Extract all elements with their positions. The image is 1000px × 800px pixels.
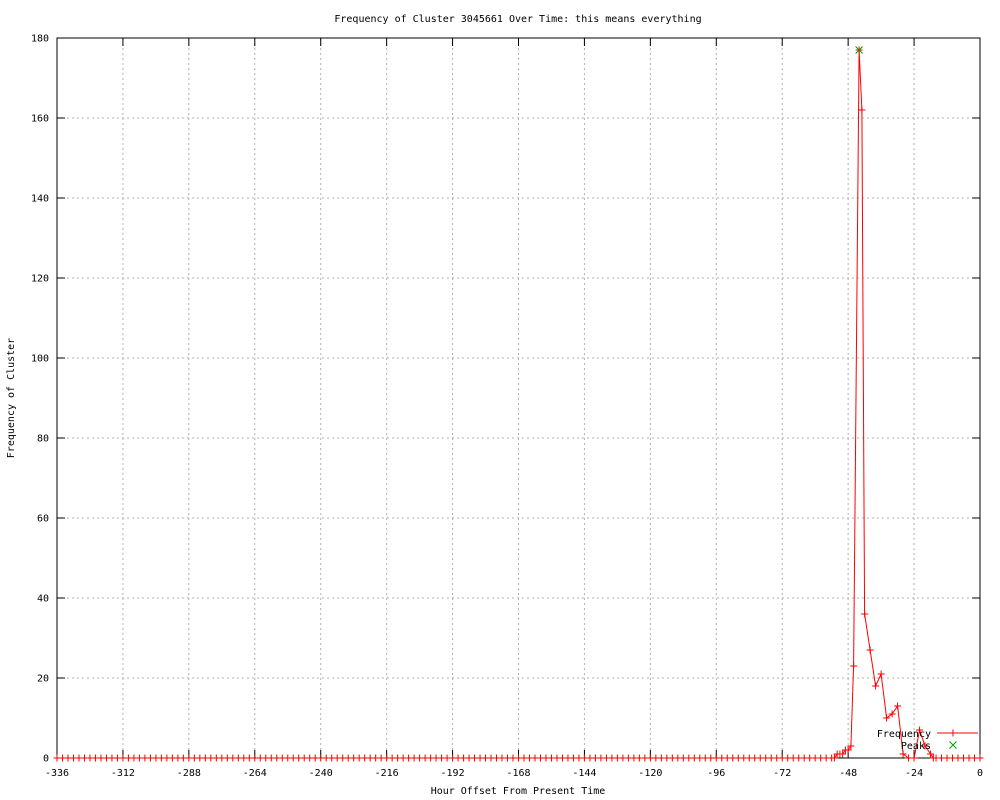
y-axis-label: Frequency of Cluster [6,338,17,458]
y-tick-label: 80 [37,434,49,445]
peaks-data-point-markers [855,46,863,54]
x-tick-label: -72 [773,768,791,779]
y-tick-label: 160 [31,114,49,125]
y-tick-label: 180 [31,34,49,45]
y-tick-label: 0 [43,754,49,765]
x-tick-label: -96 [707,768,725,779]
legend-label-peaks: Peaks [901,741,931,752]
y-tick-label: 20 [37,674,49,685]
y-tick-label: 40 [37,594,49,605]
y-tick-label: 60 [37,514,49,525]
x-tick-label: -120 [638,768,662,779]
x-axis-label: Hour Offset From Present Time [431,786,606,797]
x-tick-label: -288 [177,768,201,779]
x-tick-label: -264 [243,768,267,779]
y-tick-label: 140 [31,194,49,205]
x-tick-label: -48 [839,768,857,779]
x-tick-label: -192 [441,768,465,779]
x-tick-label: -24 [905,768,923,779]
y-tick-label: 120 [31,274,49,285]
plot-graphics: -336 -312 -288 -264 -240 -216 -192 -168 -144 -120… [31,34,984,779]
x-tick-label: -144 [572,768,596,779]
chart-title: Frequency of Cluster 3045661 Over Time: … [334,14,701,25]
y-tick-label: 100 [31,354,49,365]
x-tick-label: 0 [977,768,983,779]
x-tick-label: -240 [309,768,333,779]
x-tick-label: -336 [45,768,69,779]
legend-sample-marker-frequency [949,729,957,737]
x-tick-label: -168 [506,768,530,779]
frequency-data-point-markers [53,46,984,762]
legend-label-frequency: Frequency [877,729,931,740]
x-tick-label: -216 [375,768,399,779]
legend-sample-marker-peaks [949,741,957,749]
x-tick-label: -312 [111,768,135,779]
